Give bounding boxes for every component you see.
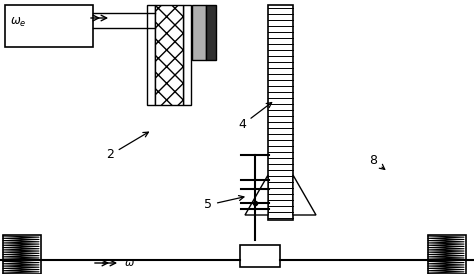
Text: $\omega$: $\omega$ (124, 258, 135, 268)
Bar (155, 5, 183, 105)
Bar (192, 5, 206, 60)
Text: $\omega_e$: $\omega_e$ (10, 15, 27, 28)
Text: 2: 2 (106, 132, 148, 161)
Bar (428, 235, 466, 274)
Bar (5, 5, 93, 47)
Bar (147, 5, 155, 105)
Text: 8: 8 (369, 153, 385, 169)
Polygon shape (293, 175, 316, 215)
Bar (206, 5, 216, 60)
Bar (240, 245, 280, 267)
Bar (3, 235, 41, 274)
Bar (183, 5, 191, 105)
Text: 4: 4 (238, 102, 272, 132)
Text: 5: 5 (204, 196, 244, 212)
Polygon shape (245, 175, 268, 215)
Bar (268, 5, 293, 220)
